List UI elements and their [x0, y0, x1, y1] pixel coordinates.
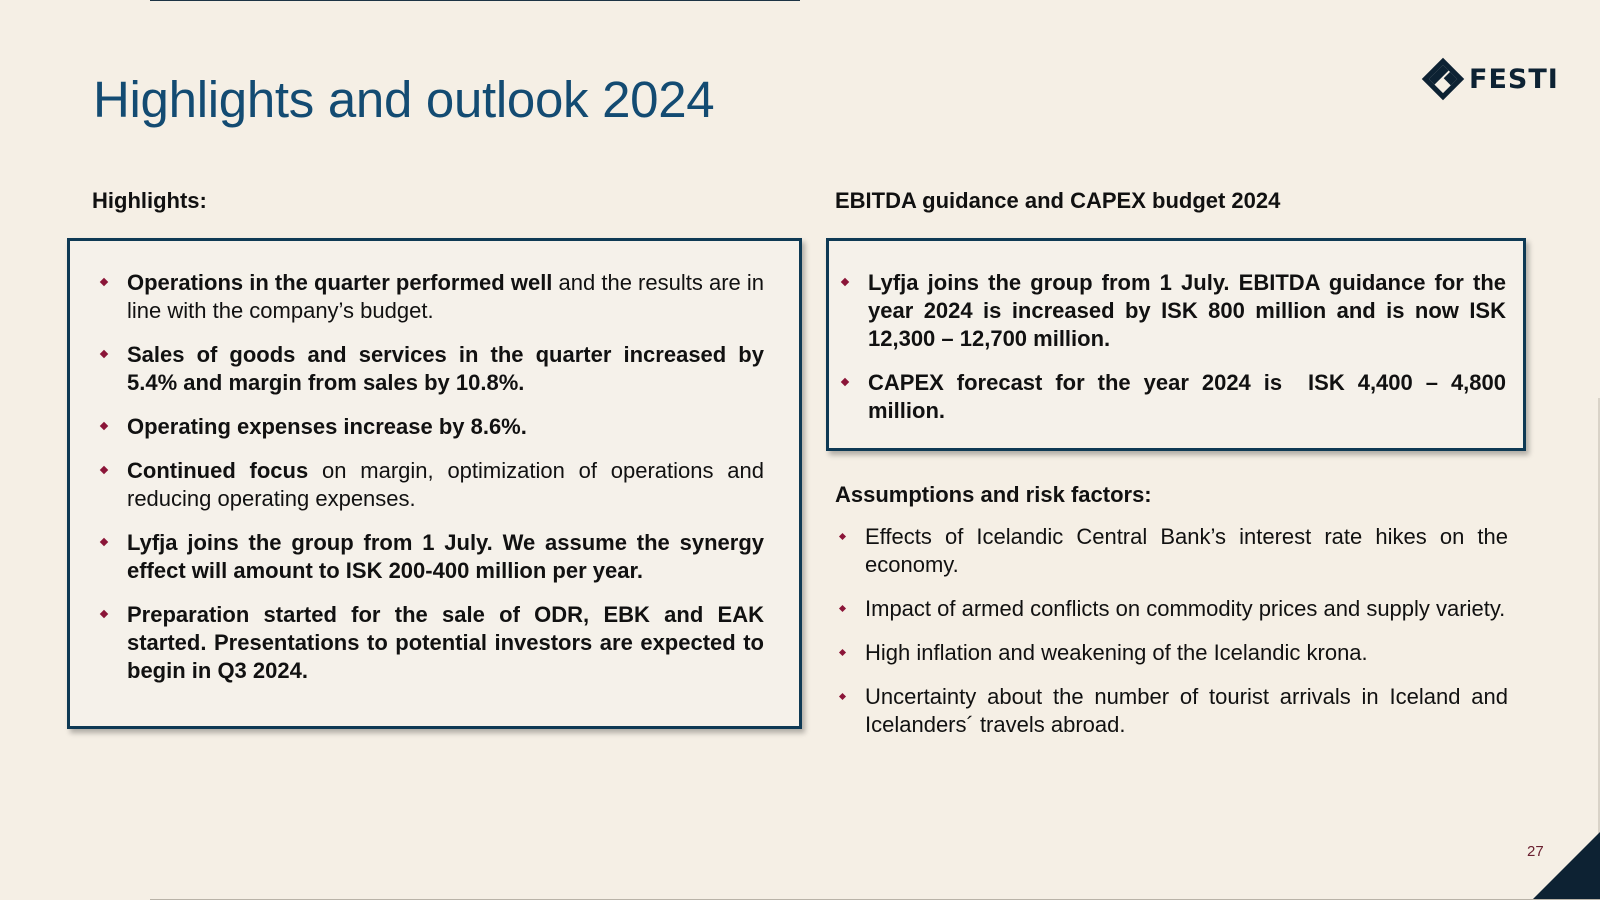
guidance-heading: EBITDA guidance and CAPEX budget 2024: [835, 188, 1281, 213]
risk-item: Uncertainty about the number of tourist …: [835, 683, 1508, 739]
guidance-text: Lyfja joins the group from 1 July. EBITD…: [868, 270, 1506, 351]
diamond-bullet-icon: [835, 529, 849, 543]
guidance-list: Lyfja joins the group from 1 July. EBITD…: [838, 269, 1506, 425]
highlight-text: and the results are in line with the com…: [127, 270, 764, 323]
highlight-item: Operations in the quarter performed well…: [97, 269, 764, 325]
diamond-bullet-icon: [97, 535, 111, 549]
highlight-item: Sales of goods and services in the quart…: [97, 341, 764, 397]
top-rule: [150, 0, 800, 1]
risk-item: Impact of armed conflicts on commodity p…: [835, 595, 1508, 623]
highlights-box: Operations in the quarter performed well…: [67, 238, 802, 729]
highlight-bold: Operating expenses increase by 8.6%.: [127, 414, 527, 439]
festi-logo: FESTI: [1420, 56, 1559, 102]
diamond-bullet-icon: [835, 689, 849, 703]
diamond-bullet-icon: [835, 601, 849, 615]
diamond-bullet-icon: [97, 275, 111, 289]
highlight-bold: Lyfja joins the group from 1 July. We as…: [127, 530, 764, 583]
highlight-bold: Preparation started for the sale of ODR,…: [127, 602, 764, 683]
diamond-bullet-icon: [838, 375, 852, 389]
risks-section: Effects of Icelandic Central Bank’s inte…: [835, 523, 1508, 739]
highlight-text: on margin, optimization of operations an…: [127, 458, 765, 511]
highlight-item: Preparation started for the sale of ODR,…: [97, 601, 764, 685]
diamond-bullet-icon: [97, 419, 111, 433]
risks-heading: Assumptions and risk factors:: [835, 482, 1152, 507]
highlight-bold: Sales of goods and services in the quart…: [127, 342, 764, 395]
page-number: 27: [1527, 843, 1544, 860]
guidance-item: CAPEX forecast for the year 2024 is ISK …: [838, 369, 1506, 425]
guidance-box: Lyfja joins the group from 1 July. EBITD…: [826, 238, 1526, 451]
highlight-item: Continued focus on margin, optimization …: [97, 457, 764, 513]
risk-item: Effects of Icelandic Central Bank’s inte…: [835, 523, 1508, 579]
highlights-list: Operations in the quarter performed well…: [97, 269, 764, 685]
corner-triangle-decoration: [1532, 832, 1600, 900]
risk-text: High inflation and weakening of the Icel…: [865, 640, 1368, 665]
guidance-text: CAPEX forecast for the year 2024 is ISK …: [868, 370, 1506, 423]
risks-list: Effects of Icelandic Central Bank’s inte…: [835, 523, 1508, 739]
guidance-item: Lyfja joins the group from 1 July. EBITD…: [838, 269, 1506, 353]
highlights-heading: Highlights:: [92, 188, 207, 213]
highlight-item: Lyfja joins the group from 1 July. We as…: [97, 529, 764, 585]
slide-title: Highlights and outlook 2024: [93, 71, 715, 128]
diamond-bullet-icon: [97, 347, 111, 361]
diamond-bullet-icon: [97, 463, 111, 477]
risk-text: Uncertainty about the number of tourist …: [865, 684, 1508, 737]
risk-text: Effects of Icelandic Central Bank’s inte…: [865, 524, 1508, 577]
highlight-item: Operating expenses increase by 8.6%.: [97, 413, 764, 441]
risk-text: Impact of armed conflicts on commodity p…: [865, 596, 1506, 621]
diamond-bullet-icon: [838, 275, 852, 289]
risk-item: High inflation and weakening of the Icel…: [835, 639, 1508, 667]
right-edge-line: [1598, 398, 1600, 838]
logo-wordmark: FESTI: [1469, 63, 1559, 95]
festi-logo-icon: [1421, 57, 1465, 101]
highlight-bold: Operations in the quarter performed well: [127, 270, 553, 295]
diamond-bullet-icon: [835, 645, 849, 659]
highlight-bold: Continued focus: [127, 458, 309, 483]
diamond-bullet-icon: [97, 607, 111, 621]
